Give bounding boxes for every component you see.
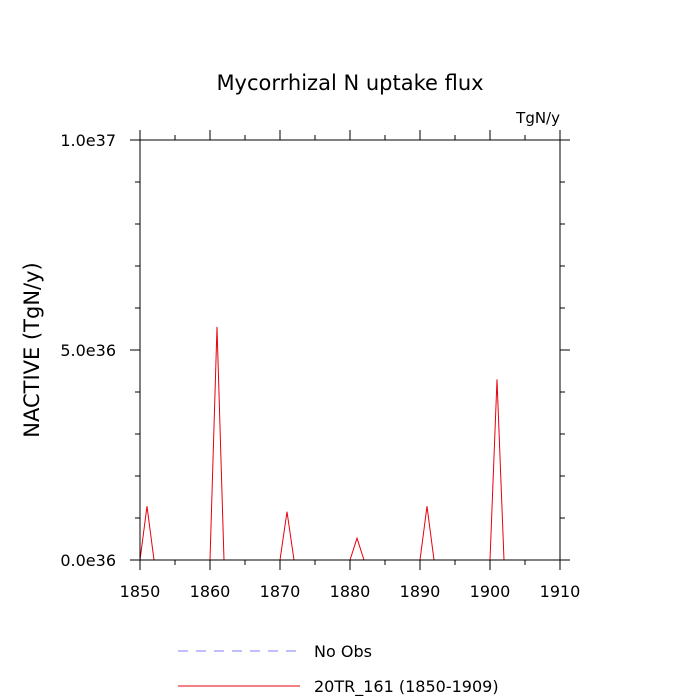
x-tick-label: 1910 [540, 582, 581, 601]
plot-frame [139, 139, 561, 561]
x-tick-label: 1870 [260, 582, 301, 601]
y-tick-label: 0.0e36 [60, 551, 116, 570]
legend-label: 20TR_161 (1850-1909) [314, 677, 499, 697]
legend-label: No Obs [314, 642, 372, 661]
series-line [139, 326, 553, 561]
x-tick-label: 1880 [330, 582, 371, 601]
y-tick-label: 1.0e37 [60, 131, 116, 150]
x-tick-label: 1860 [190, 582, 231, 601]
units-label: TgN/y [515, 109, 560, 127]
y-axis-label: NACTIVE (TgN/y) [20, 262, 44, 437]
x-tick-label: 1850 [120, 582, 161, 601]
x-tick-label: 1890 [400, 582, 441, 601]
x-tick-label: 1900 [470, 582, 511, 601]
legend: No Obs 20TR_161 (1850-1909) [178, 642, 499, 697]
plot-area: 1850 1860 1870 1880 1890 1900 1910 0.0e36 5.0e36… [60, 130, 580, 601]
y-tick-label: 5.0e36 [60, 341, 116, 360]
chart-title: Mycorrhizal N uptake flux [216, 71, 483, 95]
